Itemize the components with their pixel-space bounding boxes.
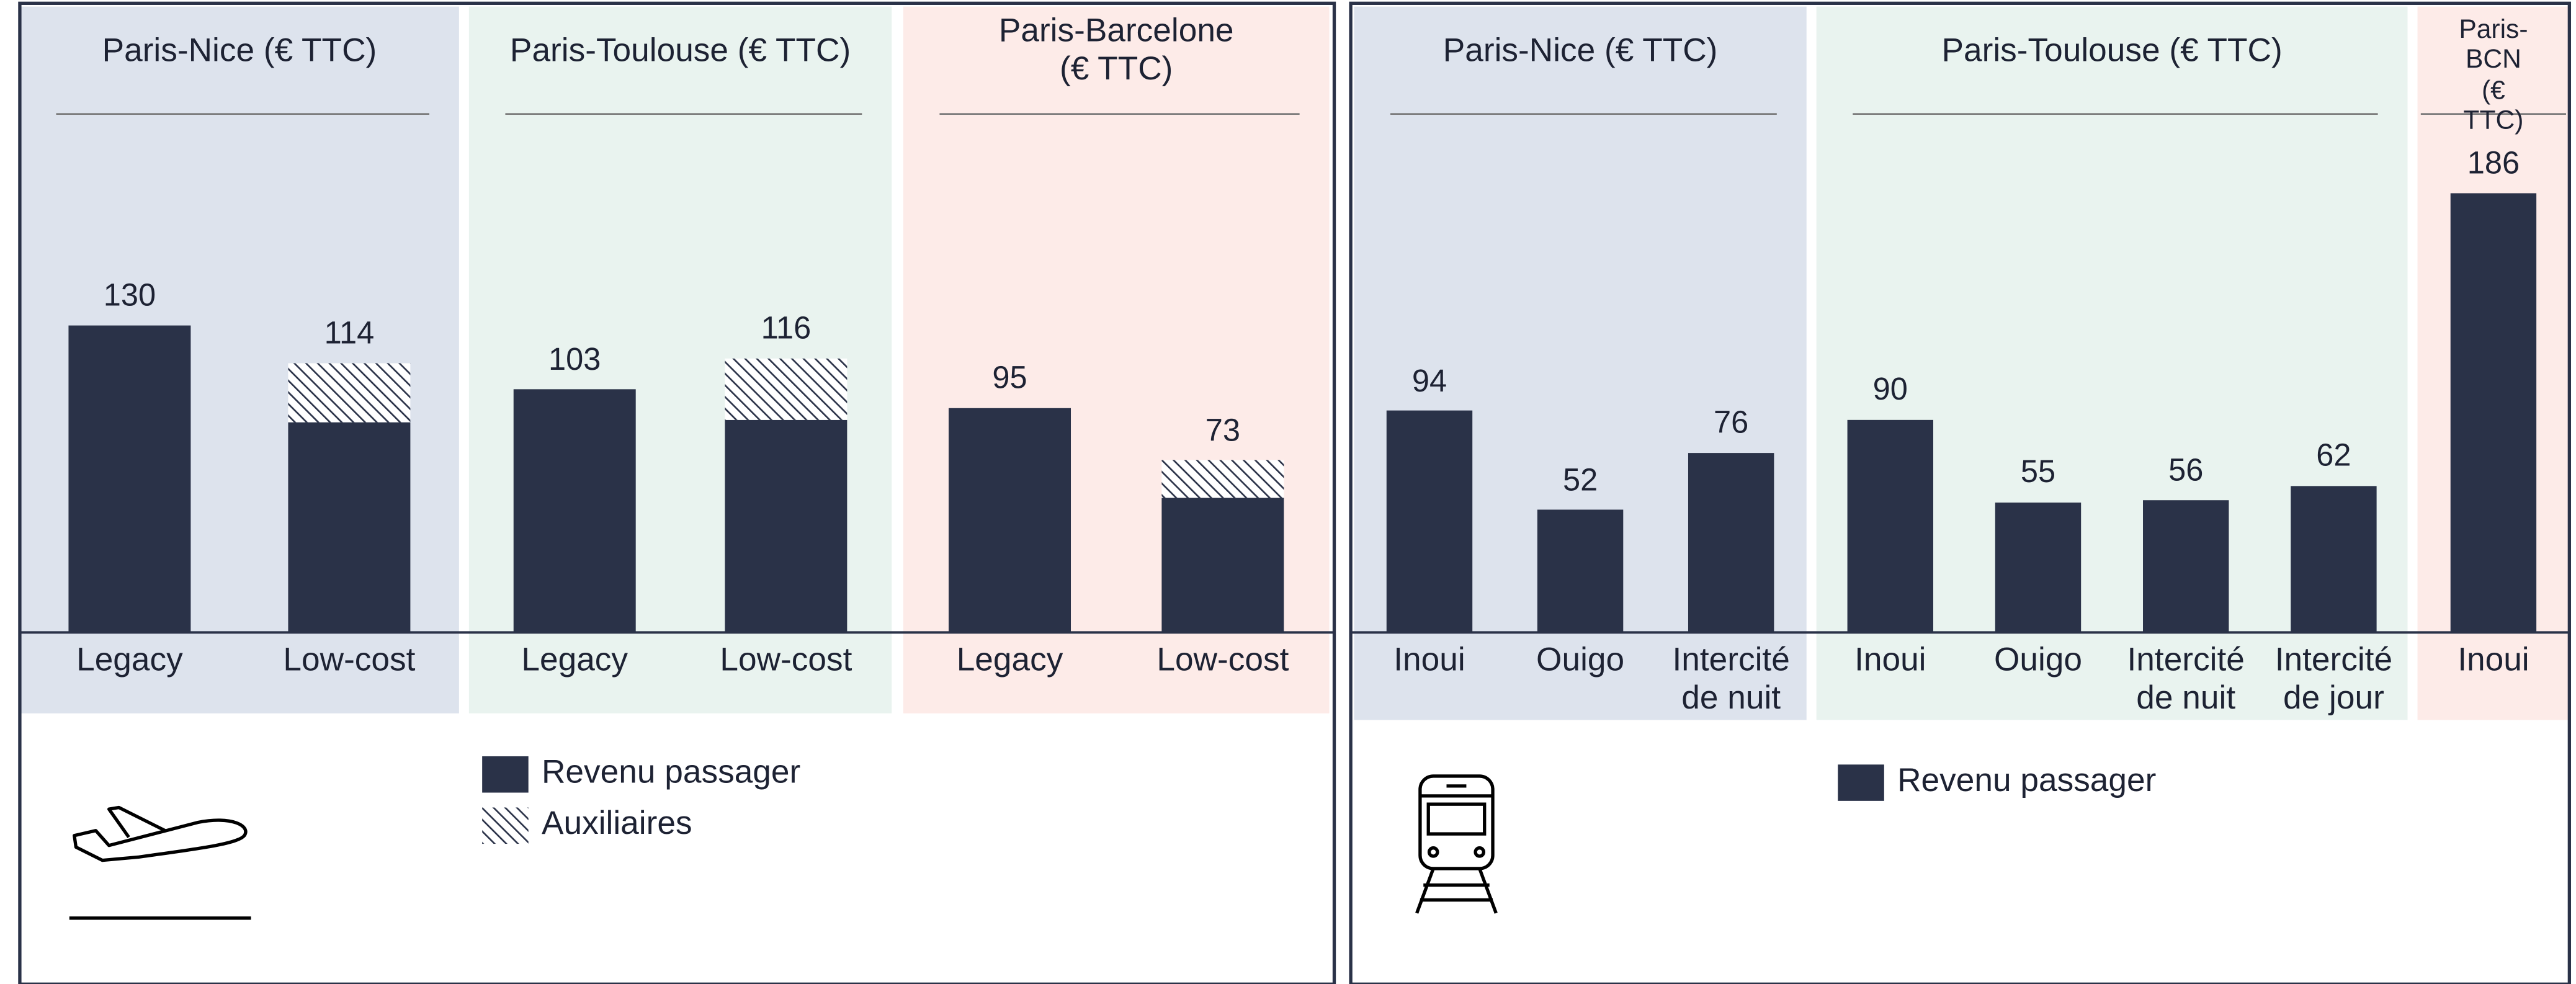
bar: [949, 408, 1071, 633]
group-title: Paris-Nice (€ TTC): [102, 33, 377, 69]
legend-swatch: [482, 807, 529, 844]
plane-icon: [69, 805, 251, 920]
bar: [2450, 193, 2537, 633]
x-tick-label: Intercité de nuit: [1672, 642, 1790, 717]
bar: [288, 363, 411, 423]
group-title: Paris-Toulouse (€ TTC): [1941, 33, 2283, 69]
x-tick-label: Ouigo: [1536, 642, 1625, 679]
value-label: 76: [1714, 406, 1749, 442]
bar: [1688, 453, 1774, 633]
legend-swatch: [1838, 764, 1884, 801]
value-label: 52: [1562, 463, 1598, 498]
bar: [725, 419, 847, 633]
bar: [1537, 509, 1624, 633]
bar: [725, 358, 847, 420]
bar: [1847, 419, 1933, 633]
panel-border: [18, 1, 1336, 984]
legend-label: Revenu passager: [541, 754, 801, 791]
x-tick-label: Inoui: [2457, 642, 2529, 679]
bar: [1161, 498, 1284, 633]
value-label: 94: [1411, 364, 1447, 399]
value-label: 116: [761, 312, 812, 347]
bar: [2291, 486, 2377, 633]
value-label: 103: [548, 342, 601, 378]
x-tick-label: Intercité de nuit: [2127, 642, 2245, 717]
panel-border: [1349, 1, 2572, 984]
group-title: Paris-BCN (€ TTC): [2459, 16, 2528, 136]
value-label: 62: [2316, 439, 2351, 475]
x-tick-label: Low-cost: [283, 642, 416, 679]
x-tick-label: Legacy: [521, 642, 628, 679]
legend-swatch: [482, 756, 529, 793]
group-title: Paris-Toulouse (€ TTC): [509, 33, 851, 69]
x-tick-label: Ouigo: [1993, 642, 2083, 679]
bar: [68, 325, 191, 633]
value-label: 114: [324, 316, 375, 352]
bar: [1995, 503, 2082, 633]
bar: [288, 422, 411, 633]
bar: [1386, 410, 1473, 633]
value-label: 186: [2467, 146, 2520, 182]
bar: [1161, 460, 1284, 498]
train-icon: [1415, 774, 1498, 914]
value-label: 56: [2168, 454, 2204, 489]
value-label: 130: [103, 279, 156, 314]
legend-label: Auxiliaires: [541, 805, 692, 843]
x-tick-label: Legacy: [956, 642, 1063, 679]
x-tick-label: Inoui: [1393, 642, 1465, 679]
group-title: Paris-Barcelone (€ TTC): [998, 13, 1234, 88]
group-title: Paris-Nice (€ TTC): [1442, 33, 1718, 69]
value-label: 90: [1872, 373, 1908, 409]
x-tick-label: Intercité de jour: [2274, 642, 2393, 717]
legend-label: Revenu passager: [1897, 763, 2157, 800]
bar: [2143, 500, 2229, 633]
x-tick-label: Inoui: [1854, 642, 1926, 679]
value-label: 73: [1205, 414, 1241, 449]
x-tick-label: Low-cost: [720, 642, 852, 679]
x-tick-label: Low-cost: [1156, 642, 1289, 679]
bar: [513, 389, 636, 633]
value-label: 95: [992, 362, 1027, 397]
x-tick-label: Legacy: [76, 642, 183, 679]
value-label: 55: [2020, 456, 2056, 491]
